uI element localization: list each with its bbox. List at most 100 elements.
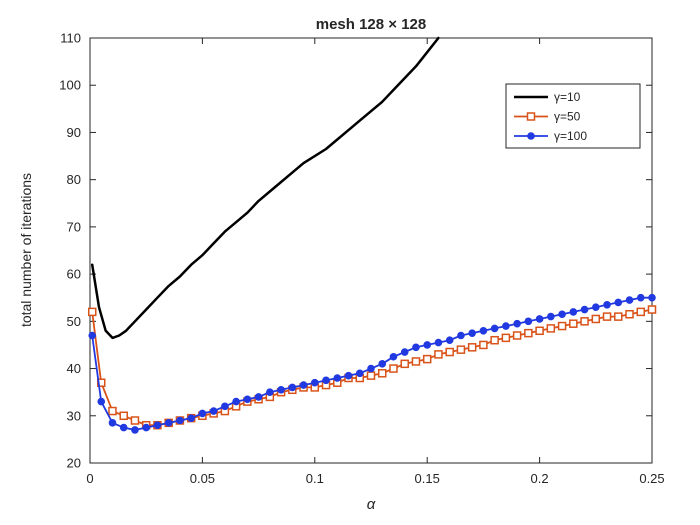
circle-marker [648, 293, 656, 302]
circle-marker [131, 426, 139, 434]
square-marker [366, 371, 376, 380]
chart-title: mesh 128 × 128 [315, 16, 427, 33]
square-marker [501, 333, 511, 343]
circle-marker [232, 397, 240, 406]
x-tick-label: 0 [86, 471, 93, 486]
square-marker [557, 321, 567, 331]
legend-entry-label: γ=10 [554, 90, 581, 104]
y-tick-label: 40 [67, 361, 81, 376]
legend-square-marker [526, 112, 536, 121]
y-tick-label: 50 [67, 314, 81, 329]
circle-marker [423, 341, 432, 349]
square-marker [400, 359, 409, 369]
y-tick-label: 70 [67, 219, 81, 234]
square-marker [130, 416, 140, 425]
square-marker [422, 354, 432, 364]
circle-marker [164, 419, 173, 427]
square-marker [580, 317, 589, 326]
circle-marker [378, 360, 387, 368]
circle-marker [277, 386, 285, 394]
circle-marker [547, 312, 555, 321]
circle-marker [400, 348, 409, 356]
circle-marker [412, 343, 420, 352]
x-tick-label: 0.05 [190, 471, 215, 486]
circle-marker [389, 352, 398, 361]
circle-marker [187, 414, 195, 422]
circle-marker [513, 319, 521, 328]
circle-marker [580, 305, 589, 314]
square-marker [512, 331, 522, 340]
circle-marker [221, 402, 229, 411]
circle-marker [367, 364, 375, 373]
circle-marker [266, 388, 274, 396]
circle-marker [535, 315, 544, 323]
circle-marker [288, 383, 297, 392]
circle-marker [355, 369, 364, 378]
circle-marker [614, 298, 623, 307]
circle-marker [254, 393, 263, 401]
x-axis-label: α [366, 496, 376, 513]
square-marker [445, 347, 454, 357]
x-tick-label: 0.1 [306, 471, 324, 486]
circle-marker [490, 324, 499, 333]
square-marker [591, 314, 601, 324]
circle-marker [479, 326, 488, 335]
x-tick-label: 0.2 [531, 471, 549, 486]
square-marker [119, 411, 128, 421]
circle-marker [142, 423, 150, 432]
square-marker [546, 324, 556, 333]
square-marker [377, 369, 387, 378]
y-tick-label: 110 [60, 31, 81, 46]
square-marker [490, 335, 499, 345]
y-tick-label: 30 [67, 408, 81, 423]
square-marker [411, 357, 421, 366]
circle-marker [558, 310, 566, 319]
circle-marker [333, 374, 342, 382]
square-marker [434, 350, 443, 359]
legend-circle-marker [527, 132, 535, 140]
legend-entry-label: γ=100 [554, 129, 587, 143]
x-tick-label: 0.25 [639, 471, 664, 486]
circle-marker [524, 317, 533, 326]
y-tick-label: 20 [67, 456, 81, 471]
circle-marker [434, 338, 443, 347]
circle-marker [153, 421, 162, 430]
square-marker [625, 310, 634, 319]
circle-marker [445, 336, 454, 345]
square-marker [524, 328, 533, 338]
circle-marker [108, 419, 117, 427]
circle-marker [603, 301, 611, 309]
series-line-0 [90, 36, 440, 340]
circle-marker [299, 381, 308, 389]
square-marker [569, 319, 578, 328]
square-marker [647, 305, 657, 314]
square-marker [87, 307, 97, 317]
square-marker [614, 312, 623, 321]
square-marker [602, 312, 612, 321]
circle-marker [569, 308, 578, 316]
circle-marker [636, 293, 645, 302]
circle-marker [344, 371, 353, 380]
square-marker [108, 406, 117, 416]
circle-marker [88, 331, 97, 340]
circle-marker [198, 409, 207, 418]
circle-marker [243, 395, 252, 404]
y-tick-label: 80 [67, 172, 81, 187]
y-tick-label: 90 [67, 125, 81, 140]
circle-marker [97, 397, 106, 406]
circle-marker [625, 296, 634, 304]
circle-marker [119, 423, 128, 432]
circle-marker [311, 378, 319, 387]
y-tick-label: 100 [59, 78, 81, 93]
square-marker [535, 326, 544, 336]
y-tick-label: 60 [67, 267, 81, 282]
circle-marker [468, 329, 476, 337]
circle-marker [176, 416, 184, 425]
square-marker [389, 364, 398, 373]
square-marker [467, 343, 477, 352]
square-marker [479, 340, 488, 350]
circle-marker [457, 331, 465, 340]
circle-marker [592, 303, 600, 311]
